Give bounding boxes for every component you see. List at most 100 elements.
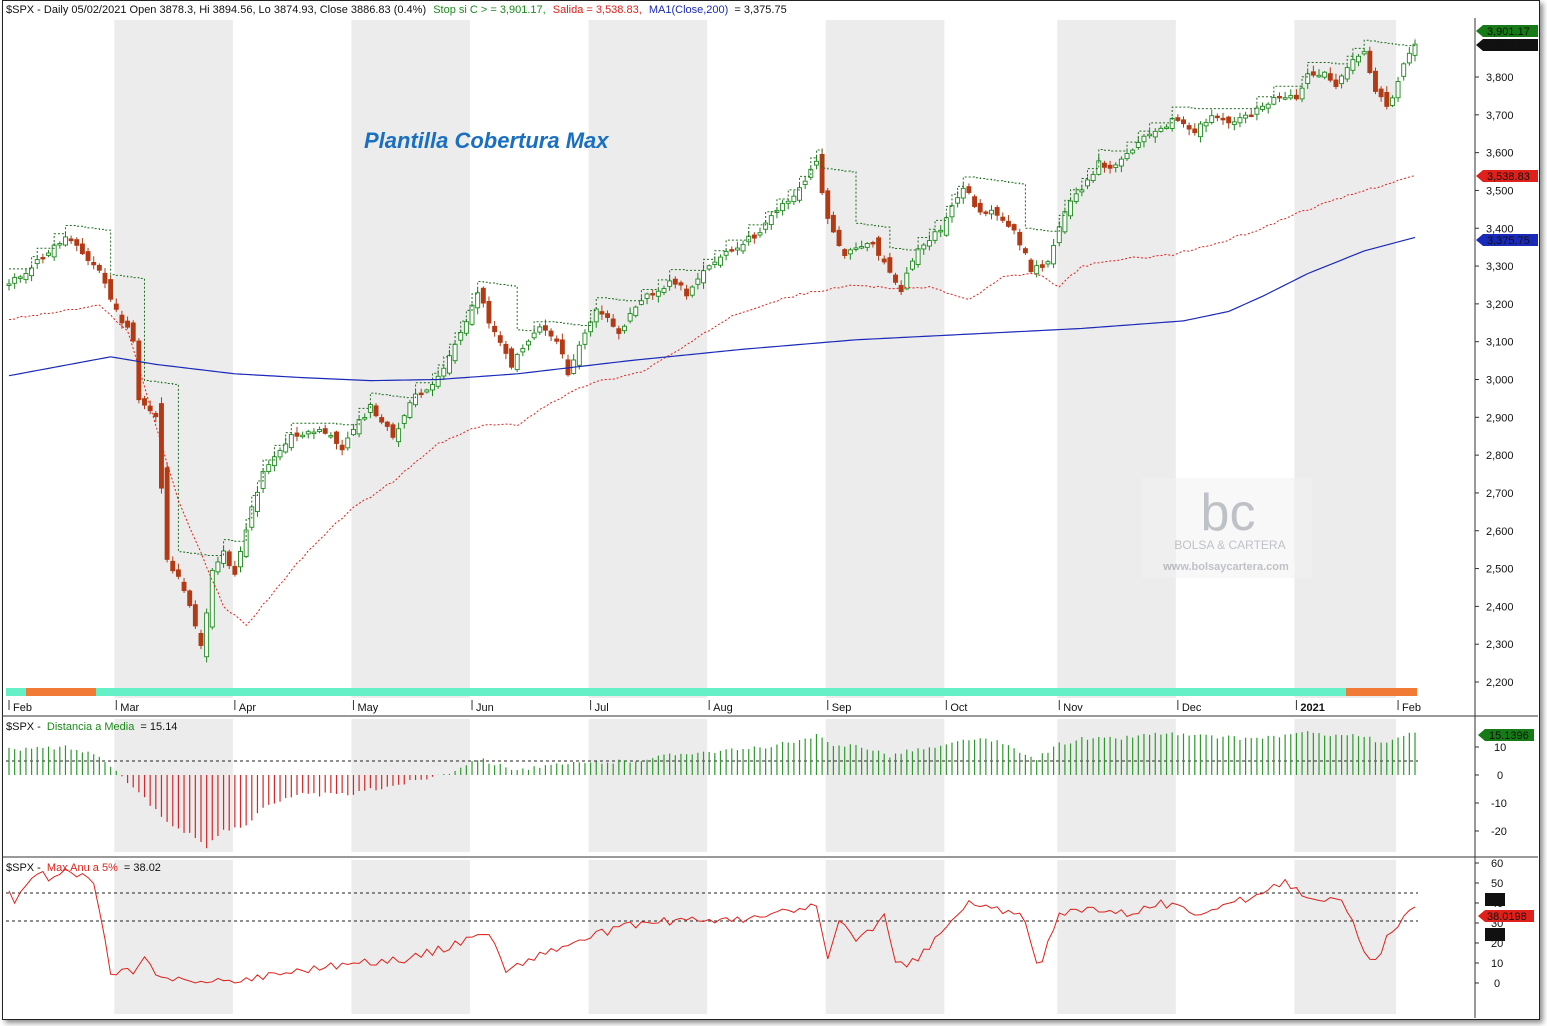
candle-body	[57, 243, 63, 246]
price-tick-label: 3,100	[1486, 337, 1514, 349]
candle-body	[1277, 95, 1282, 99]
candle-body	[509, 348, 514, 368]
salida-line	[8, 175, 1416, 627]
price-tick-label: 3,800	[1486, 72, 1514, 84]
candle-body	[1389, 97, 1395, 106]
candle-body	[1130, 149, 1136, 154]
candle-body	[401, 415, 407, 424]
candle-body	[514, 353, 520, 371]
candle-body	[582, 332, 588, 345]
candle-body	[757, 232, 763, 236]
candle-body	[644, 293, 650, 299]
month-shade	[1294, 860, 1397, 1014]
candle-body	[1045, 261, 1051, 265]
candle-body	[610, 318, 616, 327]
osc-tags: 15.1396 45 38.0198 31	[1478, 729, 1534, 942]
tag-maxanu-bg	[1478, 910, 1534, 922]
candle-body	[130, 322, 136, 342]
candle-body	[40, 256, 46, 260]
candle-body	[1039, 264, 1045, 268]
distancia-label: Distancia a Media	[47, 721, 135, 733]
month-shade	[588, 719, 708, 852]
candle-body	[305, 431, 311, 435]
candle-body	[356, 419, 362, 435]
signal-band	[6, 688, 1417, 696]
candle-body	[853, 247, 859, 250]
candle-body	[926, 240, 932, 247]
candle-body	[390, 424, 396, 438]
dist-tick-label: 0	[1497, 770, 1503, 782]
candle-body	[1356, 55, 1361, 63]
month-label: Dec	[1182, 702, 1202, 714]
watermark: bc BOLSA & CARTERA www.bolsaycartera.com	[1142, 478, 1312, 578]
candle-body	[379, 417, 385, 423]
price-tags: 3,901.17 3,886.83 3,538.83 3,375.75	[1476, 25, 1538, 247]
candle-body	[842, 249, 848, 256]
month-shade	[1057, 719, 1176, 852]
candle-body	[1412, 43, 1418, 56]
candle-body	[1226, 116, 1232, 124]
tag-salida-bg	[1476, 170, 1538, 182]
candle-body	[1062, 211, 1068, 233]
candle-body	[1073, 193, 1079, 202]
candle-body	[1327, 73, 1333, 81]
candle-body	[1322, 71, 1328, 78]
distancia-symbol: $SPX -	[6, 721, 41, 733]
candle-body	[1051, 244, 1057, 265]
candle-body	[486, 300, 492, 324]
candle-body	[29, 267, 35, 277]
month-label: Oct	[950, 702, 967, 714]
candle-body	[1214, 115, 1220, 119]
candle-body	[605, 313, 610, 318]
candle-body	[1107, 164, 1113, 169]
candle-body	[983, 211, 989, 214]
candle-body	[672, 278, 678, 285]
osc-tick-label: 0	[1494, 978, 1500, 990]
candle-body	[209, 569, 215, 628]
candle-body	[836, 229, 842, 246]
candle-body	[1181, 119, 1186, 125]
candle-body	[1310, 71, 1316, 76]
price-tick-label: 2,500	[1486, 564, 1514, 576]
candle-body	[678, 282, 684, 286]
candle-body	[102, 272, 108, 284]
candle-body	[362, 417, 368, 420]
candle-body	[1373, 70, 1378, 92]
candle-body	[921, 244, 927, 250]
tag-level-low: 31	[1489, 930, 1501, 942]
candle-body	[802, 180, 808, 185]
month-shade	[351, 20, 471, 698]
candle-body	[435, 375, 441, 387]
candle-body	[1085, 179, 1090, 187]
stop-line	[9, 38, 1416, 557]
axes: 2,200 2,300 2,400 2,500 2,600 2,700 2,800 2,900…	[8, 72, 1514, 990]
tag-salida: 3,538.83	[1487, 171, 1530, 183]
candle-body	[723, 251, 729, 256]
candle-body	[1028, 259, 1034, 273]
month-shade	[351, 860, 471, 1014]
candle-body	[661, 288, 667, 293]
candle-body	[531, 332, 537, 339]
candle-body	[1169, 118, 1175, 129]
candle-body	[1101, 162, 1107, 168]
price-tick-label: 3,600	[1486, 148, 1514, 160]
month-shade	[1057, 20, 1176, 698]
price-header: $SPX - Daily 05/02/2021 Open 3878.3, Hi …	[6, 4, 787, 16]
candle-body	[198, 632, 204, 646]
maxanu-symbol: $SPX -	[6, 862, 41, 874]
tag-distancia-bg	[1478, 729, 1534, 741]
month-label: Mar	[120, 702, 139, 714]
watermark-box	[1142, 478, 1312, 578]
candle-body	[1305, 73, 1311, 84]
header-ma-label: MA1(Close,200)	[649, 4, 728, 16]
candle-body	[311, 431, 317, 435]
distancia-series	[6, 731, 1418, 849]
candle-body	[972, 196, 978, 207]
candle-body	[350, 428, 356, 436]
header-stop: Stop si C > = 3,901.17,	[433, 4, 546, 16]
candle-body	[977, 202, 983, 213]
tag-level-high: 45	[1489, 895, 1501, 907]
candle-body	[910, 260, 915, 270]
month-shade	[825, 860, 945, 1014]
